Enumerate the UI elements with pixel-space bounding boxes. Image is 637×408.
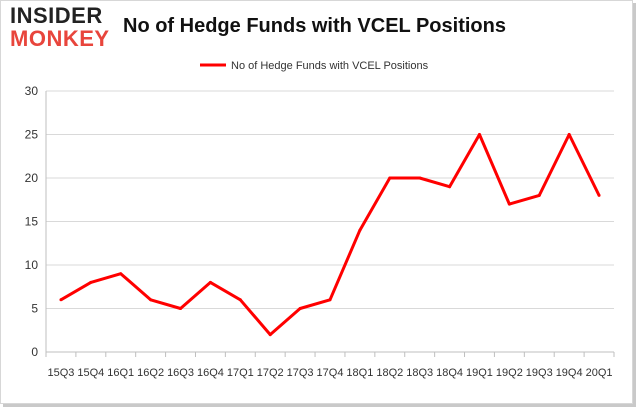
x-tick-label: 19Q3 — [526, 367, 553, 379]
x-tick-label: 17Q3 — [287, 367, 314, 379]
y-tick-label: 5 — [31, 302, 38, 316]
x-tick-label: 20Q1 — [586, 367, 613, 379]
data-point — [208, 280, 212, 284]
x-tick-label: 15Q4 — [77, 367, 104, 379]
x-tick-label: 17Q4 — [317, 367, 344, 379]
x-tick-label: 18Q1 — [346, 367, 373, 379]
data-point — [298, 307, 302, 310]
series-line — [60, 133, 601, 337]
legend-label: No of Hedge Funds with VCEL Positions — [231, 60, 429, 72]
x-tick-label: 16Q1 — [107, 367, 134, 379]
chart-title: No of Hedge Funds with VCEL Positions — [123, 15, 506, 37]
x-tick-label: 15Q3 — [47, 367, 74, 379]
x-tick-label: 17Q1 — [227, 367, 254, 379]
x-tick-label: 16Q3 — [167, 367, 194, 379]
y-tick-label: 15 — [25, 215, 39, 229]
data-point — [448, 185, 452, 189]
data-point — [119, 272, 123, 276]
x-tick-label: 16Q4 — [197, 367, 224, 379]
data-point — [238, 298, 242, 302]
data-point — [268, 333, 272, 337]
y-tick-label: 25 — [25, 128, 39, 142]
y-tick-label: 20 — [25, 171, 39, 185]
data-point — [597, 193, 601, 197]
data-point — [179, 307, 183, 310]
insider-monkey-logo: INSIDER MONKEY — [10, 5, 110, 50]
x-tick-label: 19Q1 — [466, 367, 493, 379]
data-point — [477, 133, 481, 136]
x-tick-label: 18Q2 — [376, 367, 403, 379]
y-tick-label: 30 — [25, 84, 39, 98]
data-point — [418, 176, 422, 180]
x-tick-label: 16Q2 — [137, 367, 164, 379]
data-point — [567, 133, 571, 136]
x-tick-label: 18Q4 — [436, 367, 463, 379]
data-point — [537, 193, 541, 197]
data-point — [328, 298, 332, 302]
data-point — [507, 202, 511, 206]
data-point — [358, 228, 362, 232]
data-point — [388, 176, 392, 180]
data-point — [59, 298, 63, 302]
x-tick-label: 19Q4 — [556, 367, 583, 379]
x-tick-label: 18Q3 — [406, 367, 433, 379]
x-tick-label: 19Q2 — [496, 367, 523, 379]
data-point — [89, 280, 93, 284]
x-tick-label: 17Q2 — [257, 367, 284, 379]
y-tick-label: 0 — [31, 345, 38, 359]
y-tick-label: 10 — [25, 258, 39, 272]
data-point — [149, 298, 153, 302]
logo-text-bottom: MONKEY — [10, 26, 110, 51]
logo-text-top: INSIDER — [10, 3, 103, 28]
